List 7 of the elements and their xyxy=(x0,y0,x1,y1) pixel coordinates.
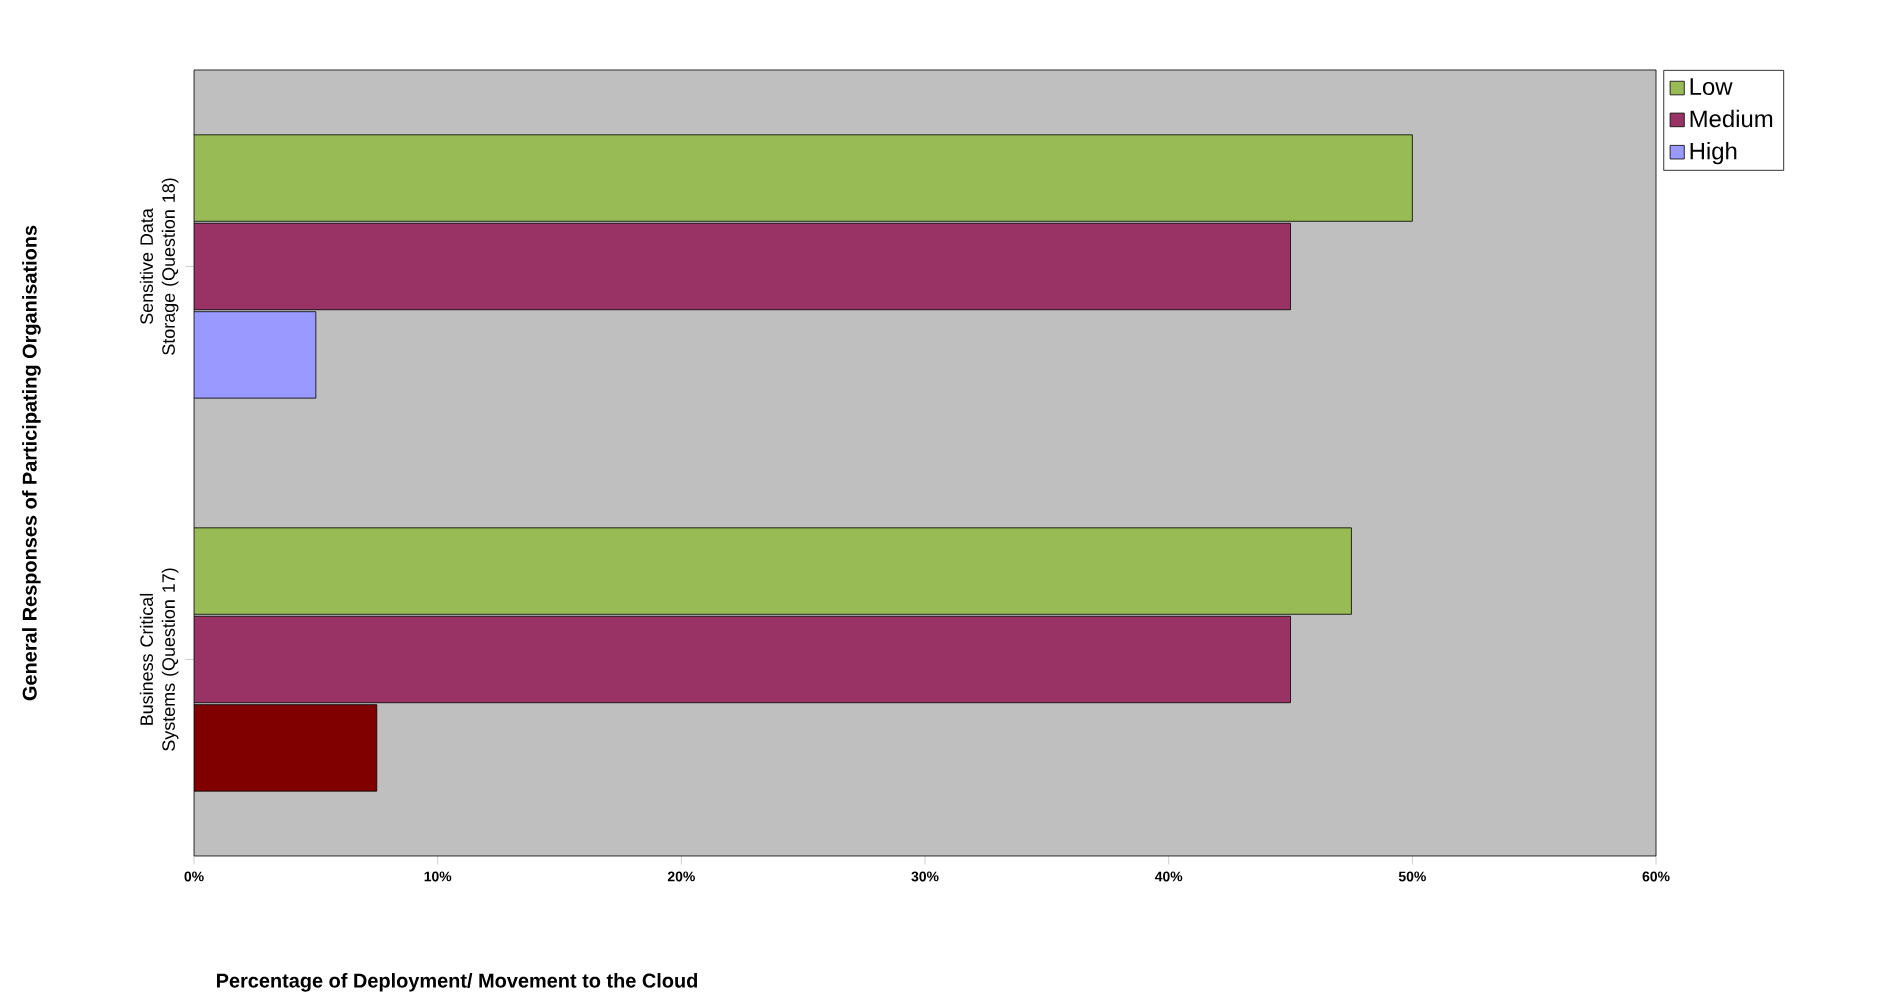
legend-label: Low xyxy=(1690,78,1733,96)
legend-label: High xyxy=(1690,142,1737,165)
y-tick-label: Business Critical Systems (Question 17) xyxy=(139,568,179,751)
x-axis-title: Percentage of Deployment/ Movement to the Cloud xyxy=(217,973,698,992)
legend-label: Medium xyxy=(1690,109,1773,128)
y-axis-title: General Responses of Participating Organisations xyxy=(22,225,41,701)
y-tick-label: Sensitive Data Storage (Question 18) xyxy=(139,178,179,355)
